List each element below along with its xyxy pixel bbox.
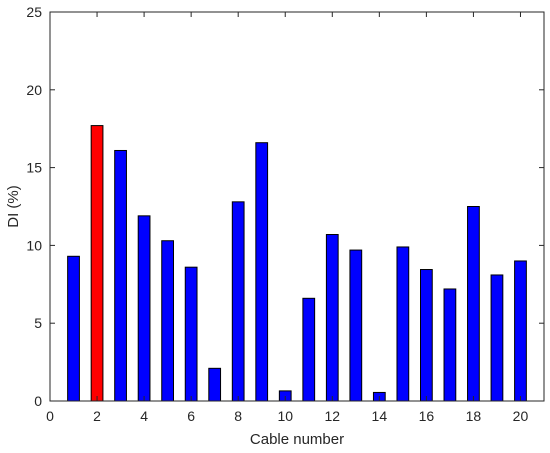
bar-cable-12 — [325, 234, 339, 402]
x-tick-label: 16 — [419, 408, 435, 424]
bar-cable-20 — [514, 260, 527, 402]
x-tick-label: 10 — [277, 408, 293, 424]
bar-cable-19 — [490, 274, 504, 402]
bar-cable-5 — [161, 240, 175, 402]
y-tick-label: 15 — [26, 160, 42, 176]
y-tick-label: 5 — [34, 315, 42, 331]
x-tick-label: 2 — [93, 408, 101, 424]
bar-cable-8 — [231, 201, 245, 402]
y-axis-label: DI (%) — [5, 185, 22, 228]
bar-cable-13 — [349, 249, 363, 402]
bar-cable-6 — [184, 266, 198, 402]
x-tick-label: 8 — [234, 408, 242, 424]
bar-cable-11 — [302, 297, 316, 402]
y-tick-label: 10 — [26, 237, 42, 253]
x-axis-label: Cable number — [250, 431, 344, 448]
x-tick-label: 4 — [140, 408, 148, 424]
x-tick-label: 20 — [513, 408, 529, 424]
bar-cable-16 — [420, 269, 433, 402]
x-tick-label: 18 — [466, 408, 482, 424]
y-tick-label: 0 — [34, 393, 42, 409]
ticks-layer: 0 2 4 6 8 10 12 14 16 18 20 0 5 10 15 20 25 — [26, 4, 544, 424]
bar-cable-18 — [467, 206, 480, 402]
y-tick-label: 25 — [26, 4, 42, 20]
bar-cable-1 — [67, 255, 80, 402]
bar-cable-15 — [396, 246, 410, 402]
plot-area-frame — [49, 11, 545, 402]
x-tick-label: 6 — [187, 408, 195, 424]
bar-cable-7 — [208, 367, 222, 402]
bar-cable-4 — [137, 215, 151, 402]
y-tick-label: 20 — [26, 82, 42, 98]
bars-layer — [67, 125, 527, 402]
bar-cable-2 — [90, 125, 104, 402]
x-tick-label: 14 — [372, 408, 388, 424]
x-tick-label: 0 — [46, 408, 54, 424]
x-tick-label: 12 — [324, 408, 340, 424]
bar-cable-9 — [255, 142, 269, 402]
bar-cable-17 — [443, 288, 457, 402]
bar-cable-3 — [114, 149, 127, 402]
